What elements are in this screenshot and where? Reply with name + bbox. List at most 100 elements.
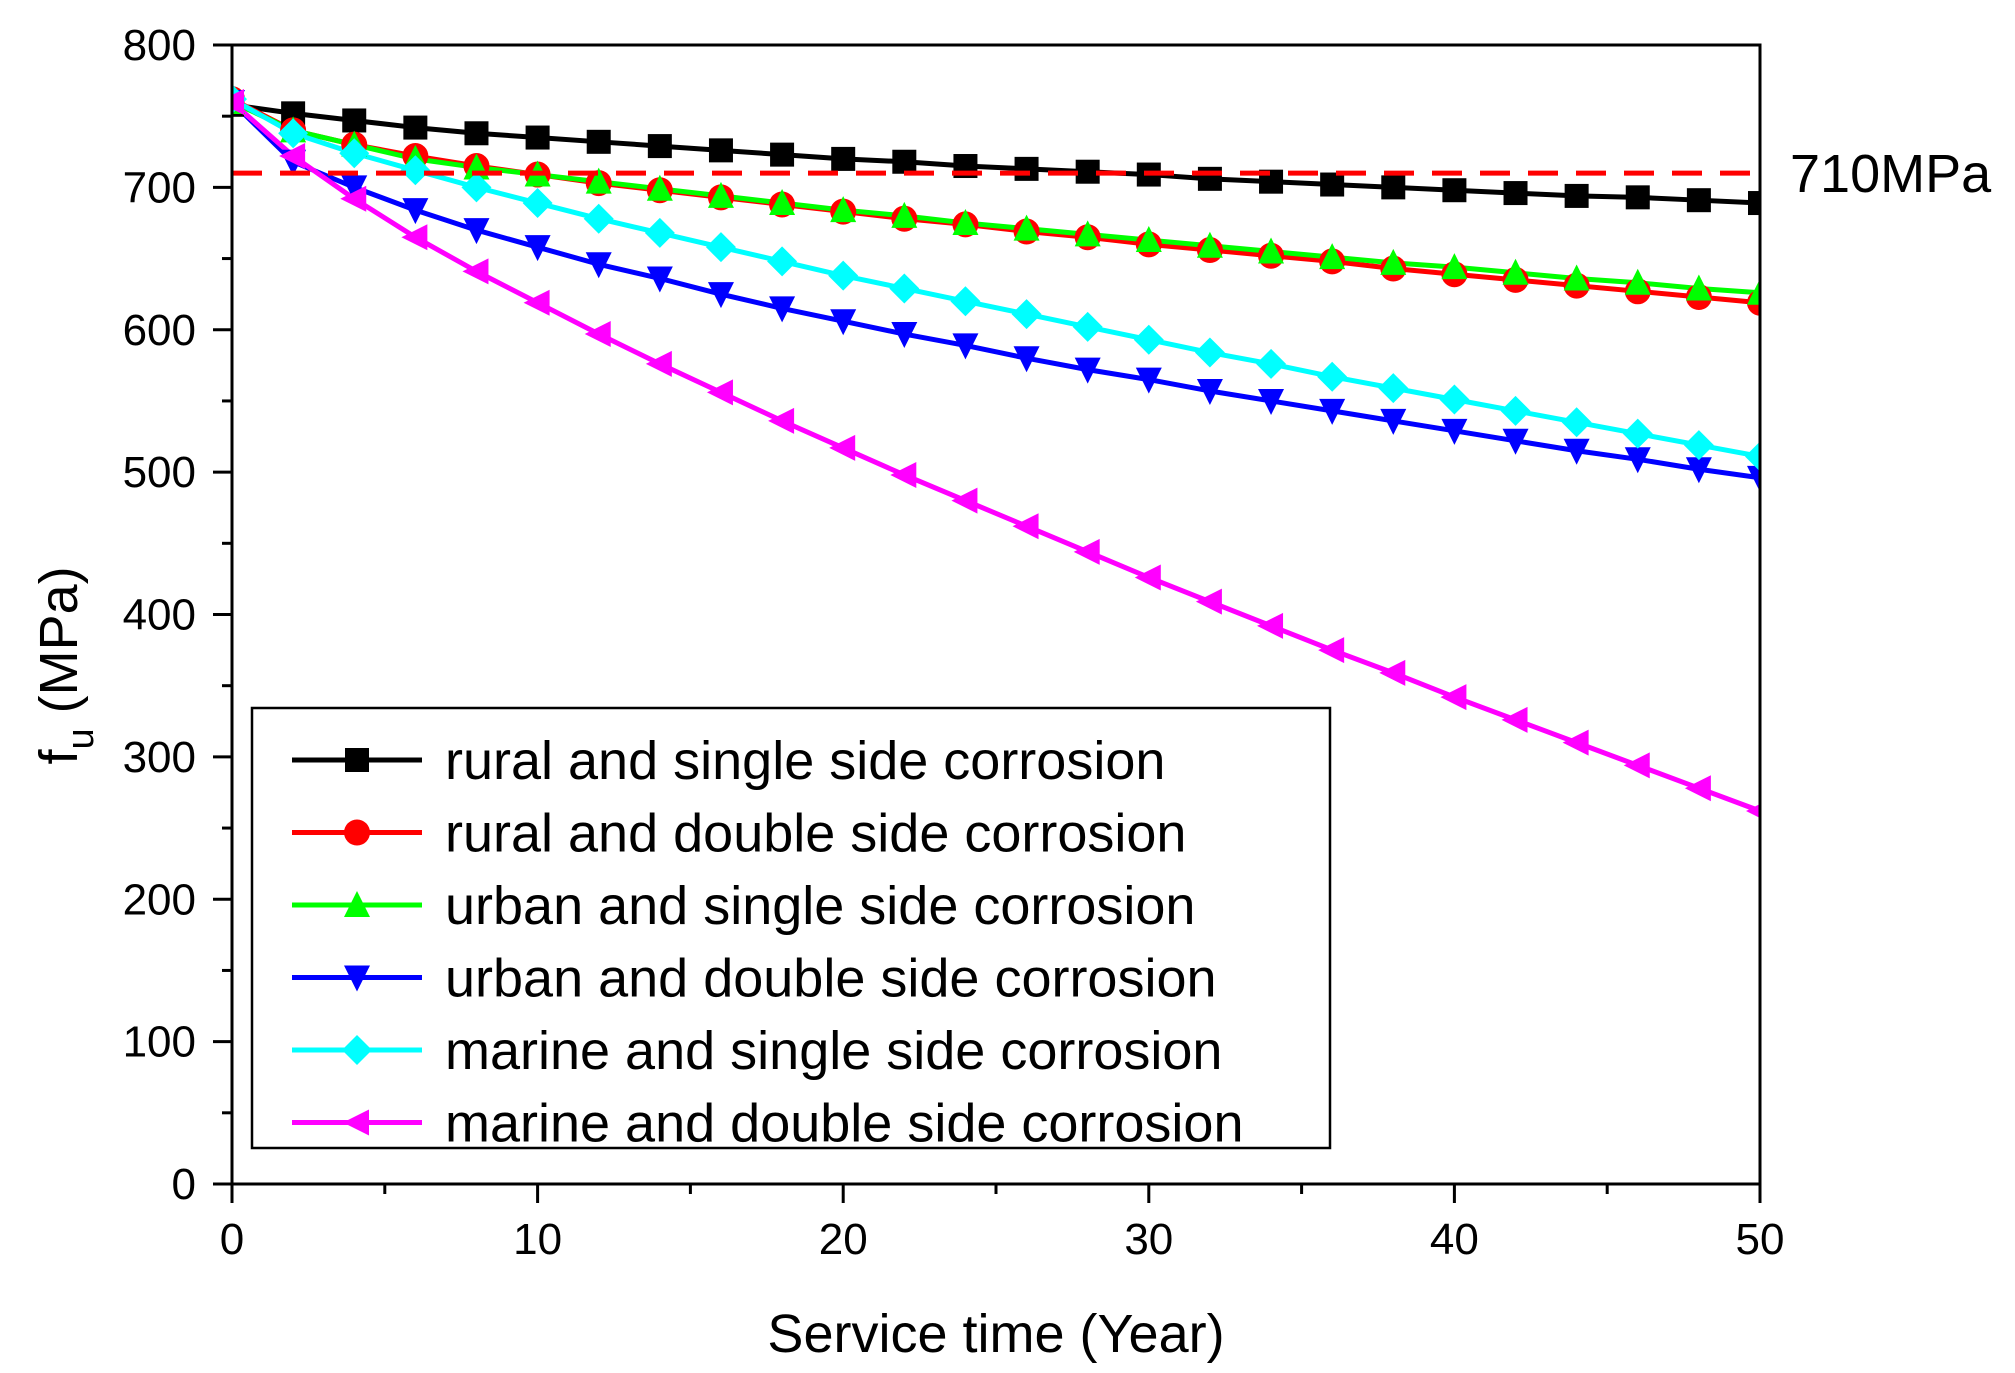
series-6-point xyxy=(1562,729,1589,756)
series-5-point xyxy=(1011,299,1042,330)
x-tick-label: 30 xyxy=(1124,1215,1173,1264)
series-3-point xyxy=(1563,264,1590,291)
series-1-point xyxy=(892,149,917,174)
series-4-point xyxy=(891,322,918,349)
legend-swatch-marker-5 xyxy=(342,1035,372,1065)
series-6-point xyxy=(829,434,856,461)
series-6-point xyxy=(645,350,672,377)
series-1-point xyxy=(342,108,367,133)
x-tick-label: 0 xyxy=(220,1215,244,1264)
series-4-point xyxy=(1502,428,1529,455)
series-1-point xyxy=(1320,172,1345,197)
series-5-point xyxy=(1622,418,1653,449)
y-tick-label: 800 xyxy=(123,21,196,70)
series-1-point xyxy=(708,138,733,163)
series-5-point xyxy=(400,155,431,186)
series-4-point xyxy=(1013,346,1040,373)
series-4-point xyxy=(1747,465,1760,492)
series-6-point xyxy=(401,224,428,251)
series-1-point xyxy=(1503,181,1528,206)
series-4-point xyxy=(1074,357,1101,384)
series-5-point xyxy=(1133,324,1164,355)
series-3-point xyxy=(707,181,734,208)
legend-swatch-marker-4 xyxy=(344,965,370,992)
series-4-point xyxy=(1258,388,1285,415)
series-1-point xyxy=(1442,178,1467,203)
x-tick-label: 50 xyxy=(1736,1215,1785,1264)
series-1-point xyxy=(1075,159,1100,184)
y-tick-label: 400 xyxy=(123,591,196,640)
series-6-point xyxy=(1379,659,1406,686)
series-6-point xyxy=(1318,637,1345,664)
series-4-point xyxy=(402,198,429,225)
legend-label: marine and double side corrosion xyxy=(445,1094,1243,1154)
legend-swatch-marker-1 xyxy=(345,748,369,772)
series-1-point xyxy=(1748,191,1760,216)
series-5-point xyxy=(767,246,798,277)
series-4-point xyxy=(341,175,368,202)
series-3-point xyxy=(830,196,857,223)
x-tick-label: 10 xyxy=(513,1215,562,1264)
series-4-point xyxy=(1196,378,1223,405)
series-group xyxy=(232,84,1760,818)
series-3-point xyxy=(769,189,796,216)
series-4-point xyxy=(1380,408,1407,435)
legend-swatch-marker-3 xyxy=(344,891,370,917)
y-tick-label: 0 xyxy=(172,1160,196,1209)
series-5-point xyxy=(461,172,492,203)
series-4-point xyxy=(769,296,796,323)
series-6-point xyxy=(1012,513,1039,540)
series-6-point xyxy=(1501,706,1528,733)
series-4-point xyxy=(1441,418,1468,445)
series-1-point xyxy=(770,142,795,167)
series-6-point xyxy=(340,185,367,212)
series-line-6 xyxy=(232,100,1760,814)
series-4-point xyxy=(585,252,612,279)
series-4-point xyxy=(1319,398,1346,425)
series-5-point xyxy=(705,232,736,263)
series-1-point xyxy=(1014,156,1039,181)
series-1-point xyxy=(1197,166,1222,191)
series-5-point xyxy=(1072,311,1103,342)
y-axis-title-main: f xyxy=(29,749,89,765)
series-4-point xyxy=(830,309,857,336)
series-6-point xyxy=(1257,612,1284,639)
series-5-point xyxy=(644,217,675,248)
series-5-point xyxy=(1439,384,1470,415)
series-3-point xyxy=(646,174,673,201)
series-1-point xyxy=(525,125,550,150)
series-3-point xyxy=(1685,274,1712,301)
series-1-point xyxy=(1564,183,1589,208)
series-6-point xyxy=(1440,684,1467,711)
legend-label: rural and double side corrosion xyxy=(445,804,1186,864)
plot-area xyxy=(232,84,1760,818)
series-1-point xyxy=(1381,175,1406,200)
series-6-point xyxy=(1073,538,1100,565)
series-4-point xyxy=(646,266,673,293)
axes: Service time (Year) fu (MPa) 0 10 20 30 40 50… xyxy=(29,21,1784,1364)
series-1-point xyxy=(831,146,856,171)
series-3-point xyxy=(1319,243,1346,270)
series-6-point xyxy=(1684,775,1711,802)
series-1-point xyxy=(647,134,672,159)
series-3-point xyxy=(952,208,979,235)
series-6-point xyxy=(1623,752,1650,779)
series-1-point xyxy=(1686,188,1711,213)
series-5-point xyxy=(1561,407,1592,438)
series-5-point xyxy=(828,260,859,291)
legend-label: marine and single side corrosion xyxy=(445,1021,1222,1081)
legend-swatch-marker-2 xyxy=(344,819,370,846)
series-5-point xyxy=(339,138,370,169)
series-6-point xyxy=(584,321,611,348)
series-1-point xyxy=(586,129,611,154)
series-5-point xyxy=(1317,361,1348,392)
series-3-point xyxy=(1502,258,1529,285)
series-6-point xyxy=(768,407,795,434)
y-tick-label: 300 xyxy=(123,733,196,782)
y-axis-title: fu (MPa) xyxy=(29,566,102,764)
x-tick-label: 40 xyxy=(1430,1215,1479,1264)
series-5-point xyxy=(1194,337,1225,368)
series-3-point xyxy=(1624,268,1651,295)
series-6-point xyxy=(523,289,550,316)
